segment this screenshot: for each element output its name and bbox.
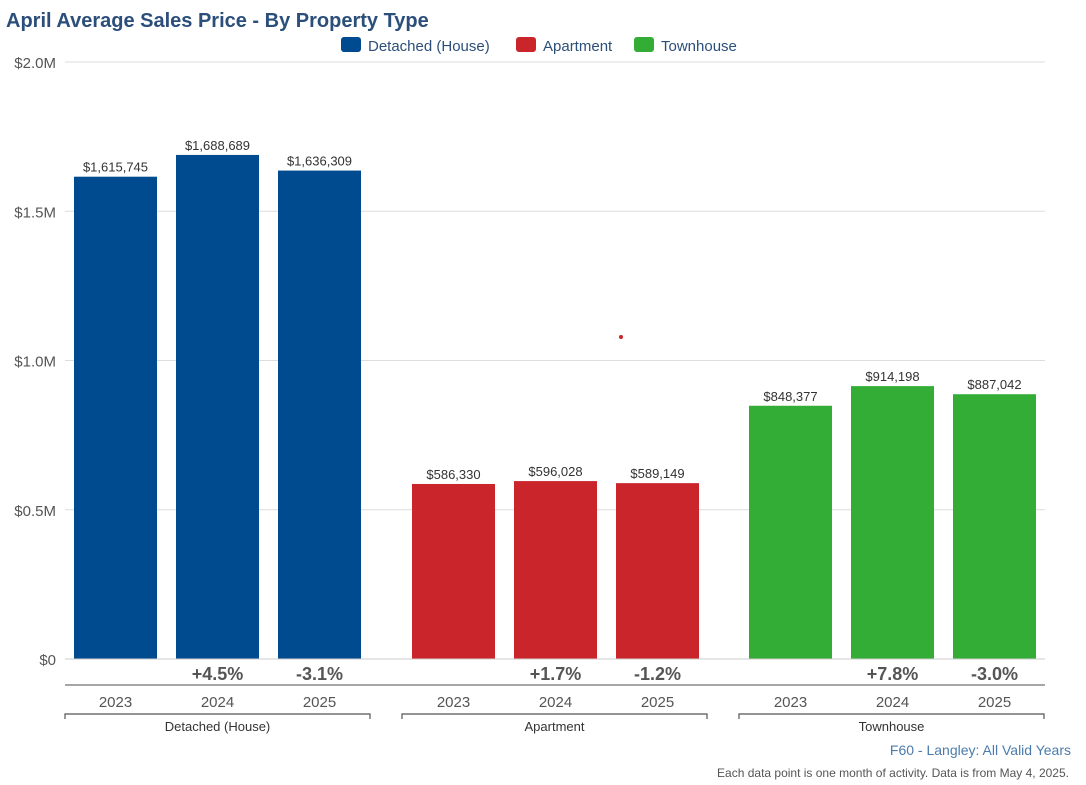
x-tick-label: 2023 — [437, 694, 470, 711]
data-label: $914,198 — [865, 369, 919, 384]
x-tick-label: 2023 — [99, 694, 132, 711]
bar-apartment-2024[interactable] — [514, 481, 597, 659]
data-label: $1,615,745 — [83, 160, 148, 175]
group-label-townhouse: Townhouse — [859, 719, 925, 734]
legend-label-apartment[interactable]: Apartment — [543, 38, 613, 55]
x-tick-label: 2023 — [774, 694, 807, 711]
data-label: $887,042 — [967, 377, 1021, 392]
bar-detached-2025[interactable] — [278, 170, 361, 659]
bar-detached-2024[interactable] — [176, 154, 259, 659]
x-tick-label: 2024 — [201, 694, 234, 711]
group-bracket — [738, 713, 1045, 719]
group-bracket — [64, 713, 371, 719]
y-tick-label: $1.0M — [14, 354, 56, 371]
data-label: $1,688,689 — [185, 138, 250, 153]
change-label: -3.1% — [296, 664, 343, 684]
group-label-apartment: Apartment — [525, 719, 585, 734]
bar-detached-2023[interactable] — [74, 176, 157, 659]
bar-apartment-2023[interactable] — [412, 483, 495, 659]
data-label: $596,028 — [528, 464, 582, 479]
x-tick-label: 2025 — [978, 694, 1011, 711]
chart-title: April Average Sales Price - By Property … — [6, 10, 429, 32]
bar-townhouse-2023[interactable] — [749, 405, 832, 659]
group-bracket — [401, 713, 708, 719]
change-label: -1.2% — [634, 664, 681, 684]
bars: $1,615,745 $1,688,689 $1,636,309 $586,330 $5… — [74, 138, 1036, 659]
data-label: $848,377 — [763, 389, 817, 404]
data-label: $1,636,309 — [287, 154, 352, 169]
outlier-dot — [619, 335, 623, 339]
x-axis: 2023 +4.5% 2024 -3.1% 2025 Detached (House) 20… — [64, 658, 1045, 734]
y-tick-label: $0.5M — [14, 503, 56, 520]
y-tick-label: $1.5M — [14, 204, 56, 221]
x-tick-label: 2024 — [539, 694, 572, 711]
legend-label-townhouse[interactable]: Townhouse — [661, 38, 737, 55]
x-tick-label: 2025 — [303, 694, 336, 711]
y-tick-label: $0 — [39, 652, 56, 669]
x-tick-label: 2025 — [641, 694, 674, 711]
change-label: +7.8% — [867, 664, 919, 684]
change-label: -3.0% — [971, 664, 1018, 684]
bar-apartment-2025[interactable] — [616, 483, 699, 659]
y-tick-label: $2.0M — [14, 55, 56, 72]
legend-swatch-detached — [341, 37, 361, 52]
footnote: Each data point is one month of activity… — [717, 766, 1069, 780]
bar-townhouse-2024[interactable] — [851, 386, 934, 659]
source-label: F60 - Langley: All Valid Years — [890, 742, 1071, 758]
legend-swatch-townhouse — [634, 37, 654, 52]
group-label-detached: Detached (House) — [165, 719, 271, 734]
legend: Detached (House) Apartment Townhouse — [341, 37, 737, 55]
legend-swatch-apartment — [516, 37, 536, 52]
change-label: +4.5% — [192, 664, 244, 684]
data-label: $586,330 — [426, 467, 480, 482]
legend-label-detached[interactable]: Detached (House) — [368, 38, 490, 55]
x-tick-label: 2024 — [876, 694, 909, 711]
bar-townhouse-2025[interactable] — [953, 394, 1036, 659]
change-label: +1.7% — [530, 664, 582, 684]
data-label: $589,149 — [630, 466, 684, 481]
